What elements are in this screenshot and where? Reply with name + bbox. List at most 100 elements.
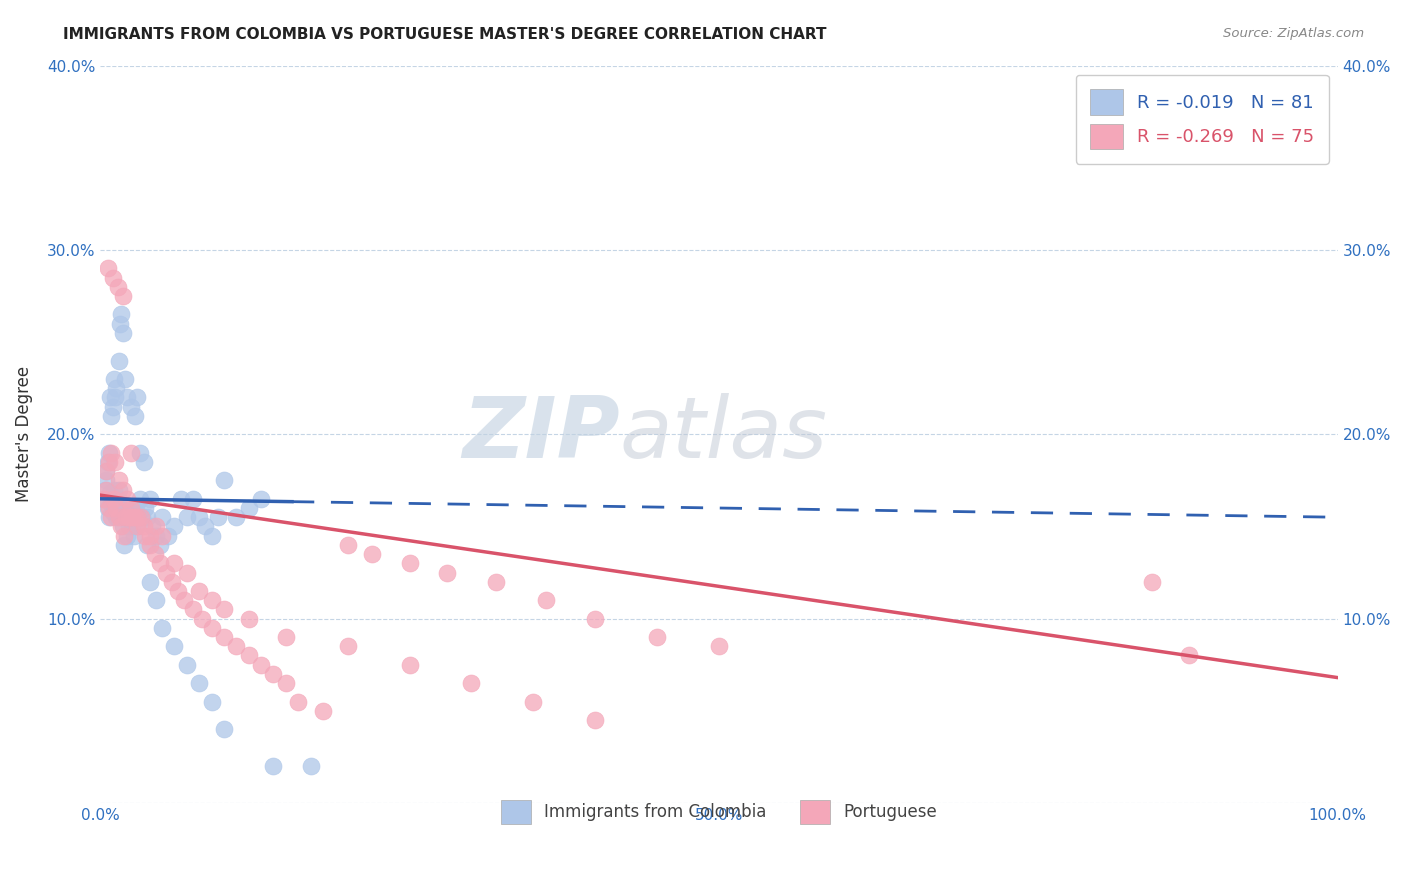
Point [96, 464, 118, 478]
Point [108, 474, 131, 488]
Point [100, 510, 122, 524]
Point [97, 501, 120, 516]
Point [176, 510, 198, 524]
Point [181, 602, 204, 616]
Point [645, 630, 668, 644]
Point [145, 529, 167, 543]
Point [299, 759, 322, 773]
Point [128, 446, 150, 460]
Point [398, 557, 420, 571]
Point [167, 584, 190, 599]
Point [98, 486, 121, 500]
Point [104, 455, 127, 469]
Point [361, 547, 384, 561]
Point [98, 391, 121, 405]
Point [150, 510, 173, 524]
Point [188, 510, 211, 524]
Point [201, 621, 224, 635]
Point [107, 280, 129, 294]
Point [108, 353, 131, 368]
Point [127, 391, 149, 405]
Point [100, 446, 122, 460]
Point [139, 529, 162, 543]
Point [124, 409, 146, 423]
Point [120, 501, 142, 516]
Point [136, 538, 159, 552]
Point [141, 519, 163, 533]
Point [460, 676, 482, 690]
Point [101, 505, 124, 519]
Point [312, 704, 335, 718]
Point [115, 510, 138, 524]
Point [201, 529, 224, 543]
Point [121, 519, 143, 533]
Point [115, 501, 138, 516]
Point [97, 455, 120, 469]
Point [238, 648, 260, 663]
Point [1140, 574, 1163, 589]
Point [131, 510, 153, 524]
Point [122, 529, 145, 543]
Point [150, 529, 173, 543]
Point [150, 621, 173, 635]
Point [707, 640, 730, 654]
Point [188, 676, 211, 690]
Point [105, 510, 128, 524]
Point [127, 519, 149, 533]
Point [225, 640, 247, 654]
Point [160, 574, 183, 589]
Point [96, 464, 118, 478]
Point [181, 491, 204, 506]
Legend: Immigrants from Colombia, Portuguese: Immigrants from Colombia, Portuguese [489, 789, 949, 835]
Text: atlas: atlas [620, 392, 828, 475]
Point [583, 713, 606, 727]
Point [103, 483, 125, 497]
Point [125, 501, 148, 516]
Text: IMMIGRANTS FROM COLOMBIA VS PORTUGUESE MASTER'S DEGREE CORRELATION CHART: IMMIGRANTS FROM COLOMBIA VS PORTUGUESE M… [63, 27, 827, 42]
Point [250, 491, 273, 506]
Point [522, 695, 544, 709]
Point [112, 538, 135, 552]
Point [100, 497, 122, 511]
Point [194, 519, 217, 533]
Point [436, 566, 458, 580]
Point [103, 372, 125, 386]
Point [101, 270, 124, 285]
Point [111, 326, 134, 340]
Point [127, 510, 149, 524]
Point [274, 676, 297, 690]
Point [143, 547, 166, 561]
Point [132, 455, 155, 469]
Text: ZIP: ZIP [463, 392, 620, 475]
Point [124, 510, 146, 524]
Point [149, 557, 172, 571]
Point [114, 372, 136, 386]
Point [117, 491, 139, 506]
Point [139, 538, 162, 552]
Point [238, 501, 260, 516]
Point [201, 593, 224, 607]
Point [190, 612, 212, 626]
Point [263, 759, 285, 773]
Point [117, 529, 139, 543]
Point [1178, 648, 1201, 663]
Point [118, 519, 141, 533]
Point [225, 510, 247, 524]
Point [176, 566, 198, 580]
Point [93, 491, 115, 506]
Point [97, 446, 120, 460]
Point [97, 455, 120, 469]
Point [128, 491, 150, 506]
Point [212, 723, 235, 737]
Point [163, 519, 186, 533]
Point [117, 391, 139, 405]
Point [201, 695, 224, 709]
Point [104, 391, 127, 405]
Point [163, 640, 186, 654]
Point [110, 510, 132, 524]
Point [122, 510, 145, 524]
Point [107, 491, 129, 506]
Point [112, 529, 135, 543]
Point [145, 519, 167, 533]
Point [108, 501, 131, 516]
